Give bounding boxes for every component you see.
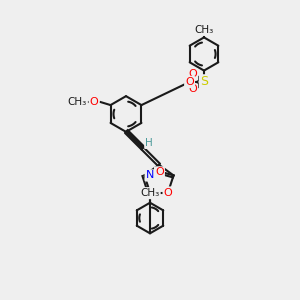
Text: S: S bbox=[200, 76, 208, 88]
Text: O: O bbox=[155, 167, 164, 177]
Text: CH₃: CH₃ bbox=[68, 97, 87, 107]
Text: O: O bbox=[188, 85, 197, 94]
Text: CH₃: CH₃ bbox=[194, 25, 214, 35]
Text: H: H bbox=[145, 138, 153, 148]
Text: O: O bbox=[188, 70, 197, 80]
Text: O: O bbox=[164, 188, 172, 197]
Text: N: N bbox=[146, 170, 154, 180]
Text: CH₃: CH₃ bbox=[140, 188, 160, 198]
Text: O: O bbox=[90, 97, 98, 107]
Text: O: O bbox=[185, 77, 194, 87]
